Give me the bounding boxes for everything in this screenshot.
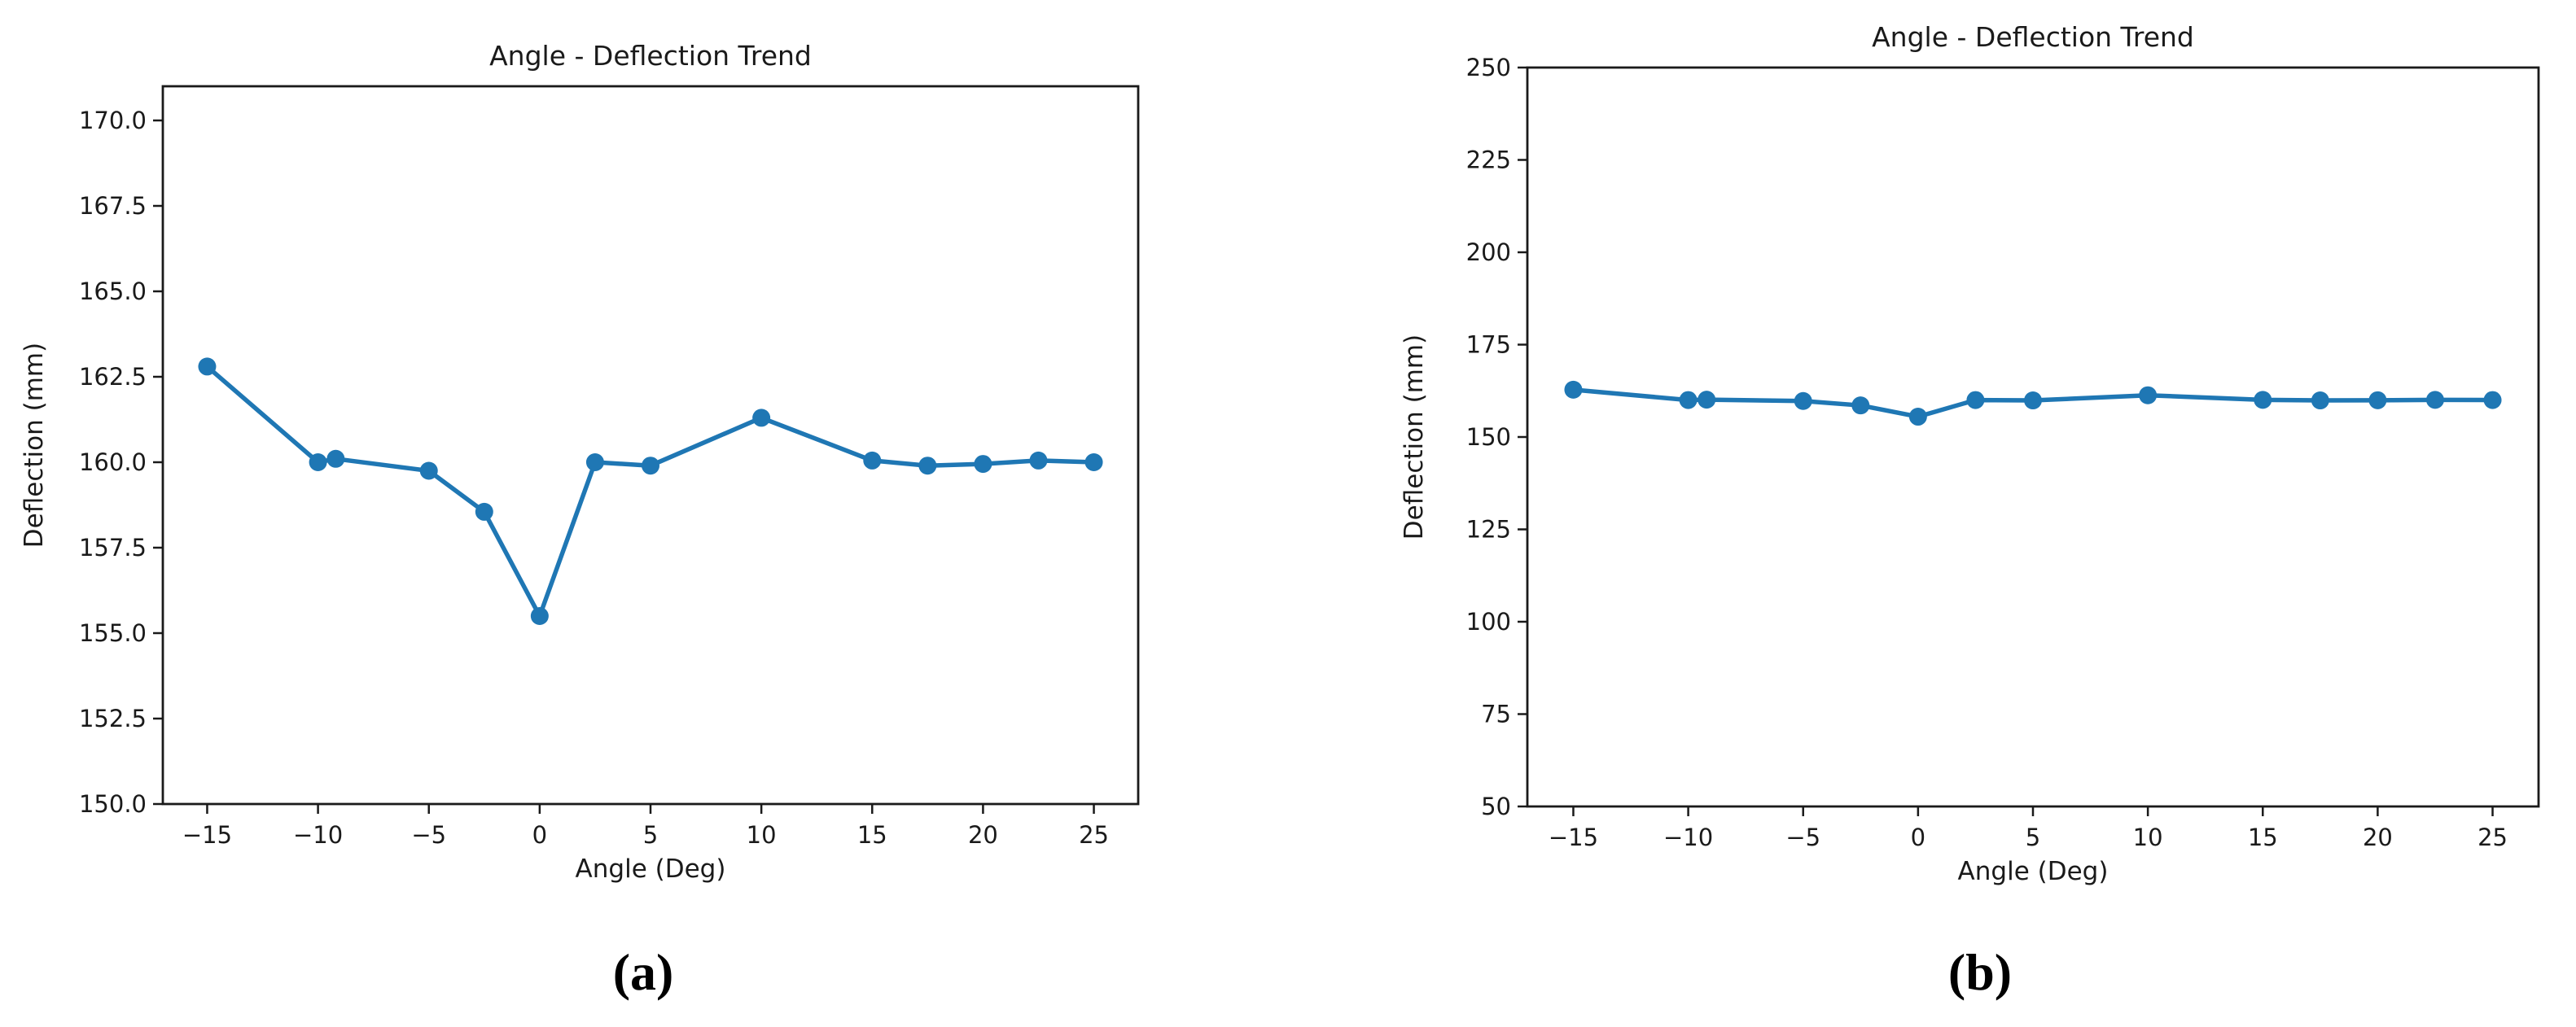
y-tick-label: 75 (1481, 701, 1511, 728)
x-tick-label: −15 (1549, 824, 1598, 851)
y-tick-label: 167.5 (79, 192, 147, 220)
y-tick-label: 225 (1466, 146, 1511, 174)
data-point (475, 502, 493, 521)
data-point (863, 451, 882, 470)
data-point (198, 357, 217, 376)
panel-a-caption: (a) (612, 943, 674, 1001)
data-point (974, 455, 992, 474)
x-tick-label: −5 (411, 821, 446, 849)
panel-b-caption: (b) (1947, 943, 2013, 1001)
data-point (585, 453, 604, 471)
data-point (419, 461, 438, 480)
data-point (2425, 391, 2444, 409)
plot-area (161, 85, 1140, 806)
y-tick-label: 152.5 (79, 705, 147, 732)
x-tick-label: 20 (968, 821, 998, 849)
data-point (1698, 391, 1716, 409)
chart-title: Angle - Deflection Trend (1872, 21, 2194, 53)
data-point (642, 457, 659, 475)
x-tick-label: −10 (293, 821, 343, 849)
x-tick-label: 25 (1079, 821, 1109, 849)
x-tick-label: 15 (2248, 824, 2278, 851)
x-tick-label: 20 (2363, 824, 2393, 851)
y-tick-label: 200 (1466, 238, 1511, 266)
x-tick-label: 15 (857, 821, 887, 849)
y-tick-label: 150.0 (79, 790, 147, 818)
y-axis-label: Deflection (mm) (20, 343, 49, 548)
data-point (2483, 391, 2502, 409)
data-point (1966, 391, 1985, 409)
data-line (1571, 387, 2495, 419)
y-tick-label: 175 (1466, 331, 1511, 359)
data-point (752, 409, 771, 427)
y-tick-label: 165.0 (79, 278, 147, 305)
y-tick-label: 157.5 (79, 534, 147, 562)
y-tick-label: 160.0 (79, 448, 147, 476)
chart-a: Angle - Deflection Trend −15 −10 −5 0 5 10 15 20… (20, 40, 1140, 884)
x-tick-label: 5 (2026, 824, 2040, 851)
x-tick-label: 10 (2133, 824, 2163, 851)
y-axis-label: Deflection (mm) (1400, 334, 1429, 540)
y-tick-label: 162.5 (79, 363, 147, 391)
data-point (918, 457, 937, 475)
y-tick-label: 150 (1466, 423, 1511, 451)
y-tick-label: 250 (1466, 54, 1511, 81)
data-point (1679, 391, 1698, 409)
plot-area (1526, 66, 2540, 808)
data-point (530, 607, 549, 625)
data-point (326, 449, 345, 468)
panel-a: Angle - Deflection Trend −15 −10 −5 0 5 10 15 20… (20, 40, 1140, 1001)
y-tick-label: 155.0 (79, 619, 147, 647)
data-line (204, 364, 1097, 618)
x-tick-label: −15 (182, 821, 232, 849)
data-point (1084, 453, 1103, 471)
data-point (2368, 391, 2387, 409)
panel-b: Angle - Deflection Trend −15 −10 −5 0 5 10 15 20… (1288, 0, 2576, 1027)
data-point (1564, 380, 1583, 399)
y-tick-label: 170.0 (79, 107, 147, 134)
y-tick-label: 50 (1481, 793, 1511, 820)
data-point (1908, 408, 1927, 426)
data-point (1794, 391, 1812, 410)
y-tick-label: 100 (1466, 608, 1511, 636)
data-point (1851, 396, 1870, 415)
y-tick-label: 125 (1466, 516, 1511, 544)
data-point (309, 453, 327, 471)
x-tick-label: −10 (1663, 824, 1713, 851)
data-point (2254, 391, 2272, 409)
data-point (1029, 451, 1048, 470)
x-tick-label: 25 (2477, 824, 2508, 851)
data-point (2139, 386, 2158, 404)
x-axis-label: Angle (Deg) (1958, 857, 2109, 886)
data-point (2024, 391, 2042, 410)
x-tick-label: −5 (1785, 824, 1820, 851)
x-axis-label: Angle (Deg) (576, 854, 726, 884)
chart-title: Angle - Deflection Trend (489, 40, 812, 72)
chart-b: Angle - Deflection Trend −15 −10 −5 0 5 10 15 20… (1400, 21, 2540, 886)
x-tick-label: 0 (532, 821, 547, 849)
x-tick-label: 5 (643, 821, 658, 849)
x-tick-label: 0 (1911, 824, 1925, 851)
x-tick-label: 10 (747, 821, 777, 849)
data-point (2311, 391, 2329, 410)
